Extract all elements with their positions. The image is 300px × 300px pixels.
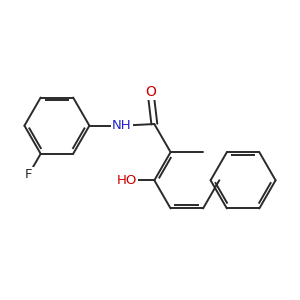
Text: NH: NH bbox=[112, 119, 132, 132]
Text: HO: HO bbox=[117, 174, 137, 187]
Text: O: O bbox=[145, 85, 156, 99]
Text: F: F bbox=[25, 168, 33, 181]
